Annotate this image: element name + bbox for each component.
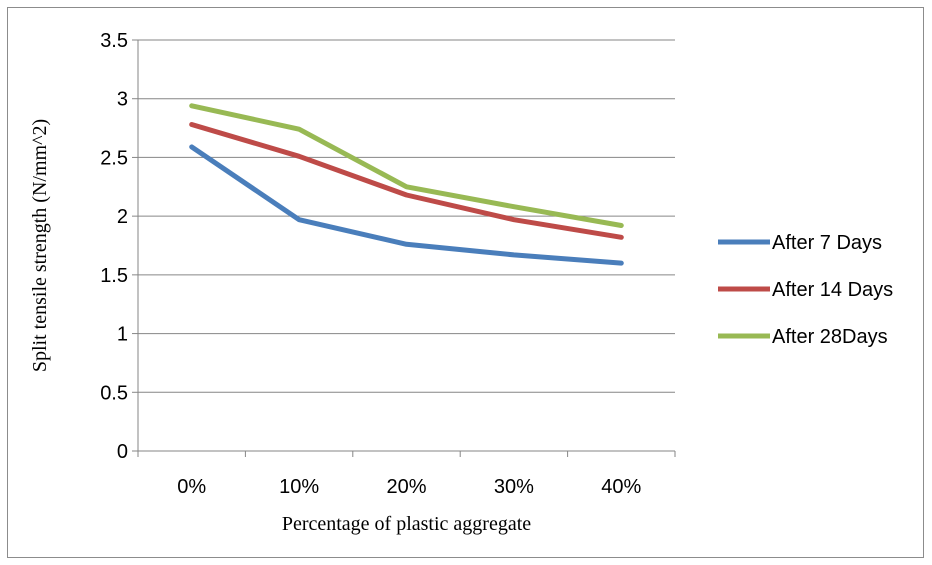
x-tick-label: 40% (601, 476, 641, 498)
x-tick-label: 30% (494, 476, 534, 498)
y-tick-label: 0 (117, 441, 128, 463)
legend: After 7 Days After 14 Days After 28Days (718, 232, 893, 348)
y-tick-label: 0.5 (100, 382, 128, 404)
gridlines (138, 39, 675, 393)
y-tick-label: 2.5 (100, 147, 128, 169)
series-line (189, 122, 624, 240)
series-line (189, 144, 624, 266)
y-tick-label: 2 (117, 206, 128, 228)
legend-label: After 28Days (772, 326, 888, 348)
x-tick-label: 20% (386, 476, 426, 498)
x-tick-label: 10% (279, 476, 319, 498)
y-tick-labels: 0 0.5 1 1.5 2 2.5 3 3.5 (100, 30, 128, 463)
x-tick-label: 0% (177, 476, 206, 498)
y-tick-label: 3.5 (100, 30, 128, 52)
axes (132, 39, 676, 457)
y-tick-label: 1 (117, 324, 128, 346)
series-lines (189, 103, 624, 266)
x-axis-title: Percentage of plastic aggregate (282, 513, 531, 535)
legend-label: After 7 Days (772, 232, 882, 254)
series-line (189, 103, 624, 228)
y-axis-title: Split tensile strength (N/mm^2) (29, 119, 51, 372)
y-tick-label: 3 (117, 89, 128, 111)
y-tick-label: 1.5 (100, 265, 128, 287)
x-tick-labels: 0% 10% 20% 30% 40% (177, 476, 641, 498)
legend-label: After 14 Days (772, 279, 893, 301)
